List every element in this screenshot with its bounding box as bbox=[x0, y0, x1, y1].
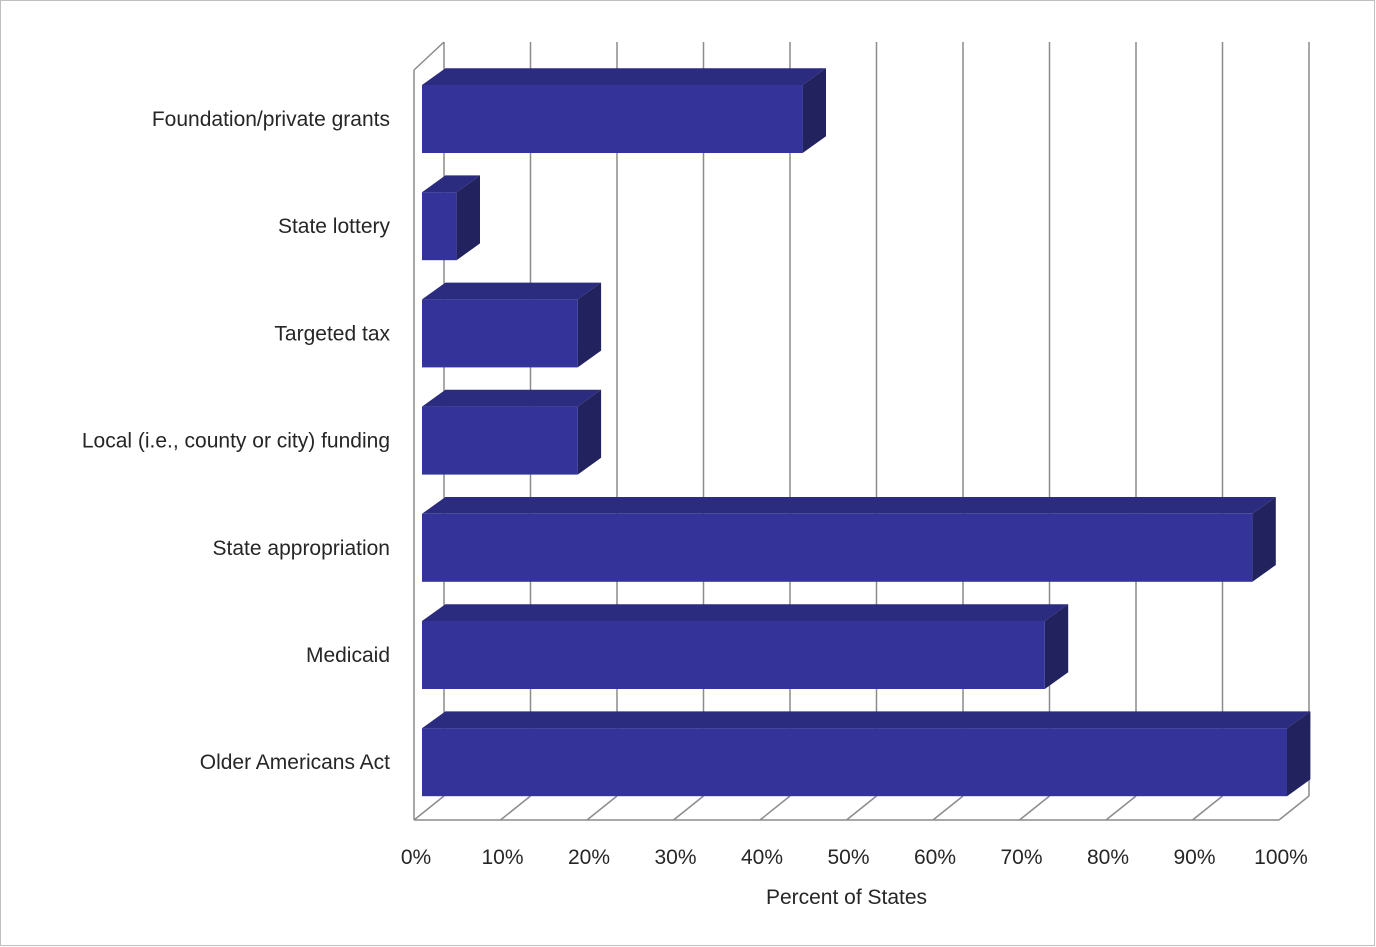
bar bbox=[422, 604, 1069, 689]
bar-side-face bbox=[1252, 497, 1276, 582]
bar-front-face bbox=[422, 192, 457, 261]
category-label: Older Americans Act bbox=[200, 751, 390, 774]
x-tick-label: 40% bbox=[741, 846, 783, 869]
x-tick-label: 20% bbox=[568, 846, 610, 869]
floor-gridline bbox=[932, 795, 964, 821]
floor-gridline bbox=[673, 795, 704, 821]
category-label: Medicaid bbox=[306, 644, 390, 667]
bar-top-face bbox=[422, 604, 1069, 621]
x-tick-label: 60% bbox=[914, 846, 956, 869]
x-tick-labels: 0% 10% 20% 30% 40% 50% 60% 70% 80% 90% 100% bbox=[401, 846, 1308, 869]
side-wall-top-edge bbox=[413, 41, 445, 71]
bar-side-face bbox=[1287, 711, 1311, 797]
bar-front-face bbox=[422, 513, 1253, 582]
x-axis-title: Percent of States bbox=[766, 886, 927, 909]
bar-top-face bbox=[422, 497, 1276, 514]
bar-front-face bbox=[422, 621, 1045, 689]
floor-gridline bbox=[759, 795, 791, 821]
bar-top-face bbox=[422, 282, 602, 300]
x-tick-label: 70% bbox=[1000, 846, 1042, 869]
bar-top-face bbox=[422, 389, 602, 407]
bar-top-face bbox=[422, 175, 480, 193]
category-label: Targeted tax bbox=[274, 322, 390, 345]
bar-side-face bbox=[577, 389, 602, 475]
x-tick-label: 90% bbox=[1173, 846, 1215, 869]
bar bbox=[422, 282, 602, 368]
floor-gridline bbox=[1278, 795, 1310, 821]
bar bbox=[422, 711, 1311, 797]
bar-top-face bbox=[422, 68, 826, 85]
bar-side-face bbox=[1044, 604, 1069, 689]
x-tick-label: 50% bbox=[827, 846, 869, 869]
floor-gridline bbox=[846, 795, 877, 821]
bar-side-face bbox=[802, 68, 826, 153]
x-tick-label: 100% bbox=[1254, 846, 1308, 869]
bar-top-face bbox=[422, 711, 1311, 729]
floor-gridline bbox=[413, 795, 445, 821]
bar-front-face bbox=[422, 406, 578, 475]
bar-side-face bbox=[577, 282, 602, 368]
bar bbox=[422, 175, 480, 261]
bar-front-face bbox=[422, 728, 1287, 797]
bar bbox=[422, 389, 602, 475]
category-label: Foundation/private grants bbox=[152, 108, 390, 131]
floor-gridline bbox=[1105, 795, 1137, 821]
bar-front-face bbox=[422, 299, 578, 368]
bar bbox=[422, 68, 826, 153]
x-tick-label: 0% bbox=[401, 846, 431, 869]
floor-gridline bbox=[586, 795, 618, 821]
x-tick-label: 10% bbox=[481, 846, 523, 869]
bar bbox=[422, 497, 1276, 582]
floor-gridline bbox=[1019, 795, 1050, 821]
category-label: State lottery bbox=[278, 215, 391, 238]
bar-side-face bbox=[456, 175, 480, 261]
category-label: Local (i.e., county or city) funding bbox=[82, 430, 390, 453]
floor-gridline bbox=[1192, 795, 1223, 821]
x-tick-label: 30% bbox=[654, 846, 696, 869]
bar-front-face bbox=[422, 85, 803, 153]
category-label: State appropriation bbox=[213, 537, 390, 560]
bars bbox=[422, 68, 1311, 797]
floor-gridline bbox=[500, 795, 531, 821]
category-labels: Foundation/private grants State lottery Ta… bbox=[82, 108, 391, 774]
x-tick-label: 80% bbox=[1087, 846, 1129, 869]
